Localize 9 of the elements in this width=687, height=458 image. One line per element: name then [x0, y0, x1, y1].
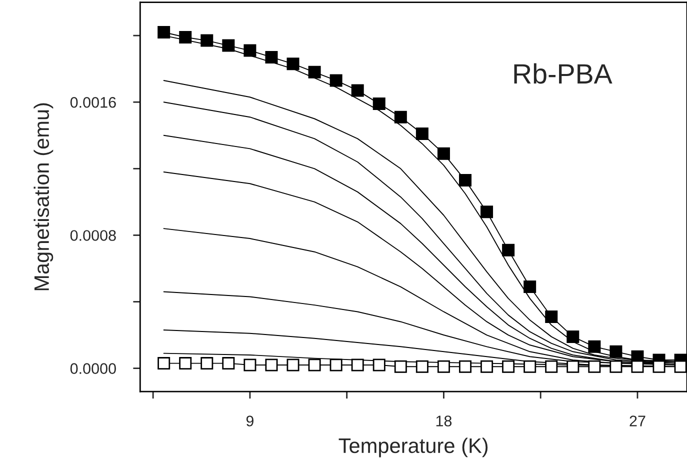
y-axis-title: Magnetisation (emu)	[34, 103, 54, 290]
x-tick-label: 27	[630, 416, 646, 426]
x-tick-label: 18	[436, 416, 452, 426]
annotation: Rb-PBA	[514, 63, 612, 84]
x-tick-label: 9	[246, 416, 254, 426]
y-tick-label: 0.0008	[70, 230, 116, 241]
y-tick-label: 0.0000	[70, 363, 116, 374]
x-axis-title: Temperature (K)	[338, 438, 488, 458]
y-tick-label: 0.0016	[70, 96, 116, 108]
